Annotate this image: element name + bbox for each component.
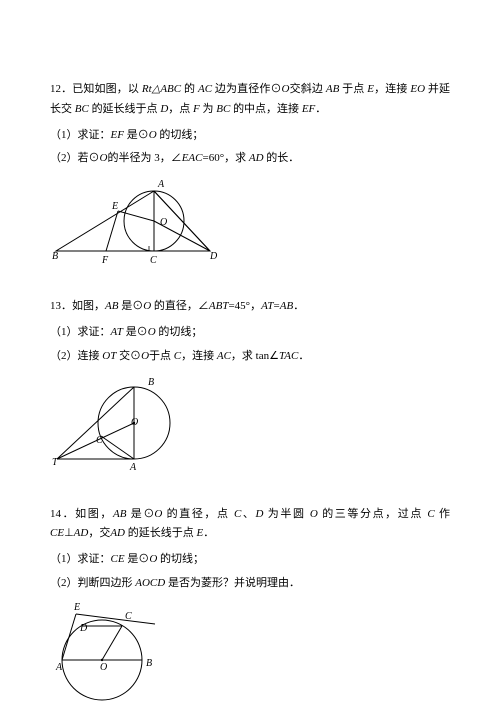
problem-14-q2: （2）判断四边形 AOCD 是否为菱形？并说明理由．: [50, 574, 450, 594]
problem-14-statement: 14．如图，AB 是⊙O 的直径，点 C、D 为半圆 O 的三等分点，过点 C …: [50, 505, 450, 545]
svg-text:E: E: [73, 602, 80, 613]
svg-text:O: O: [160, 217, 167, 228]
svg-text:B: B: [52, 251, 58, 262]
svg-text:B: B: [146, 658, 152, 669]
svg-text:D: D: [209, 251, 218, 262]
svg-text:A: A: [55, 662, 63, 673]
svg-text:C: C: [125, 611, 132, 622]
problem-14-q1: （1）求证：CE 是⊙O 的切线；: [50, 550, 450, 570]
svg-text:D: D: [79, 623, 88, 634]
svg-text:A: A: [157, 179, 165, 190]
problem-13: 13．如图，AB 是⊙O 的直径，∠ABT=45°，AT=AB． （1）求证：A…: [50, 297, 450, 474]
problem-12-statement: 12．已知如图，以 Rt△ABC 的 AC 边为直径作⊙O交斜边 AB 于点 E…: [50, 80, 450, 120]
problem-13-statement: 13．如图，AB 是⊙O 的直径，∠ABT=45°，AT=AB．: [50, 297, 450, 317]
problem-12-q1: （1）求证：EF 是⊙O 的切线；: [50, 126, 450, 146]
num: 13: [50, 300, 61, 312]
problem-13-q2: （2）连接 OT 交⊙O于点 C，连接 AC，求 tan∠TAC．: [50, 347, 450, 367]
problem-12-q2: （2）若⊙O的半径为 3，∠EAC=60°，求 AD 的长．: [50, 149, 450, 169]
svg-text:F: F: [101, 255, 109, 266]
problem-14: 14．如图，AB 是⊙O 的直径，点 C、D 为半圆 O 的三等分点，过点 C …: [50, 505, 450, 702]
num: 12: [50, 83, 61, 95]
svg-text:E: E: [111, 201, 118, 212]
figure-12: A B C D E F O: [50, 177, 220, 267]
svg-text:O: O: [131, 417, 138, 428]
num: 14: [50, 508, 61, 520]
problem-12: 12．已知如图，以 Rt△ABC 的 AC 边为直径作⊙O交斜边 AB 于点 E…: [50, 80, 450, 267]
svg-text:A: A: [129, 462, 137, 473]
figure-13: B O C A T: [50, 375, 190, 475]
figure-14: E D C A O B: [50, 602, 170, 702]
svg-text:C: C: [150, 255, 157, 266]
svg-text:C: C: [96, 435, 103, 446]
problem-13-q1: （1）求证：AT 是⊙O 的切线；: [50, 323, 450, 343]
svg-text:B: B: [148, 377, 154, 388]
svg-text:O: O: [100, 662, 107, 673]
